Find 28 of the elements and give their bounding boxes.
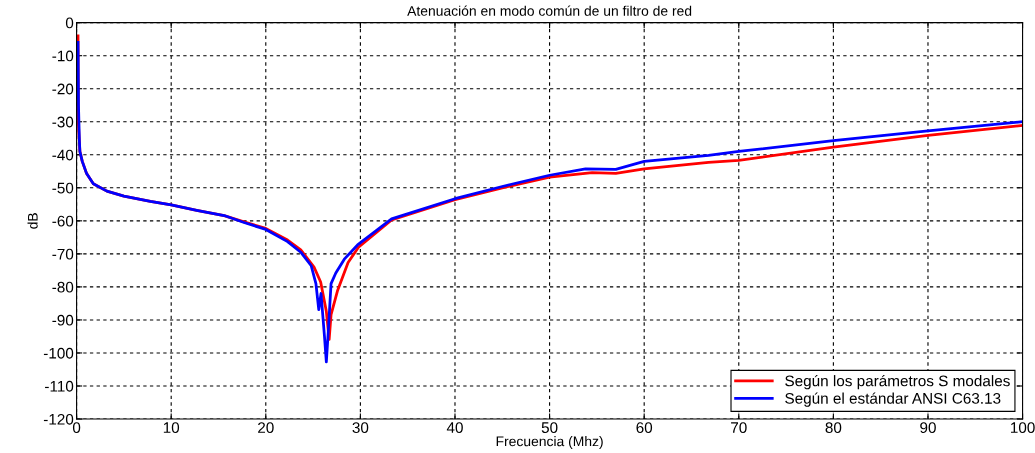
- y-tick-label: -110: [45, 380, 74, 392]
- x-tick-label: 70: [731, 422, 747, 434]
- x-tick-label: 10: [163, 422, 180, 434]
- x-tick-label: 90: [920, 422, 936, 434]
- x-tick-label: 30: [352, 422, 369, 434]
- y-axis-title: dB: [27, 213, 38, 229]
- x-axis-title: Frecuencia (Mhz): [496, 436, 603, 449]
- y-tick-label: -100: [43, 347, 74, 359]
- x-tick-label: 20: [258, 422, 274, 434]
- y-tick-label: -20: [52, 83, 74, 95]
- y-tick-label: -70: [52, 248, 74, 260]
- x-tick-label: 50: [541, 422, 558, 434]
- y-tick-label: -30: [52, 116, 74, 128]
- y-tick-label: -90: [52, 314, 74, 326]
- x-tick-label: 80: [825, 422, 842, 434]
- y-tick-label: -10: [52, 50, 74, 62]
- y-tick-label: 0: [65, 17, 74, 29]
- chart-title: Atenuación en modo común de un filtro de red: [407, 5, 692, 16]
- y-tick-label: -60: [52, 215, 74, 227]
- y-tick-label: -50: [52, 182, 74, 194]
- x-tick-label: 60: [636, 422, 653, 434]
- legend-label: Según los parámetros S modales: [785, 374, 1010, 390]
- legend-label: Según el estándar ANSI C63.13: [785, 392, 1001, 407]
- y-tick-label: -40: [52, 149, 74, 161]
- x-tick-label: 40: [446, 422, 463, 434]
- y-tick-label: -80: [52, 281, 74, 293]
- x-tick-label: 100: [1011, 422, 1035, 434]
- y-tick-label: -120: [43, 413, 74, 425]
